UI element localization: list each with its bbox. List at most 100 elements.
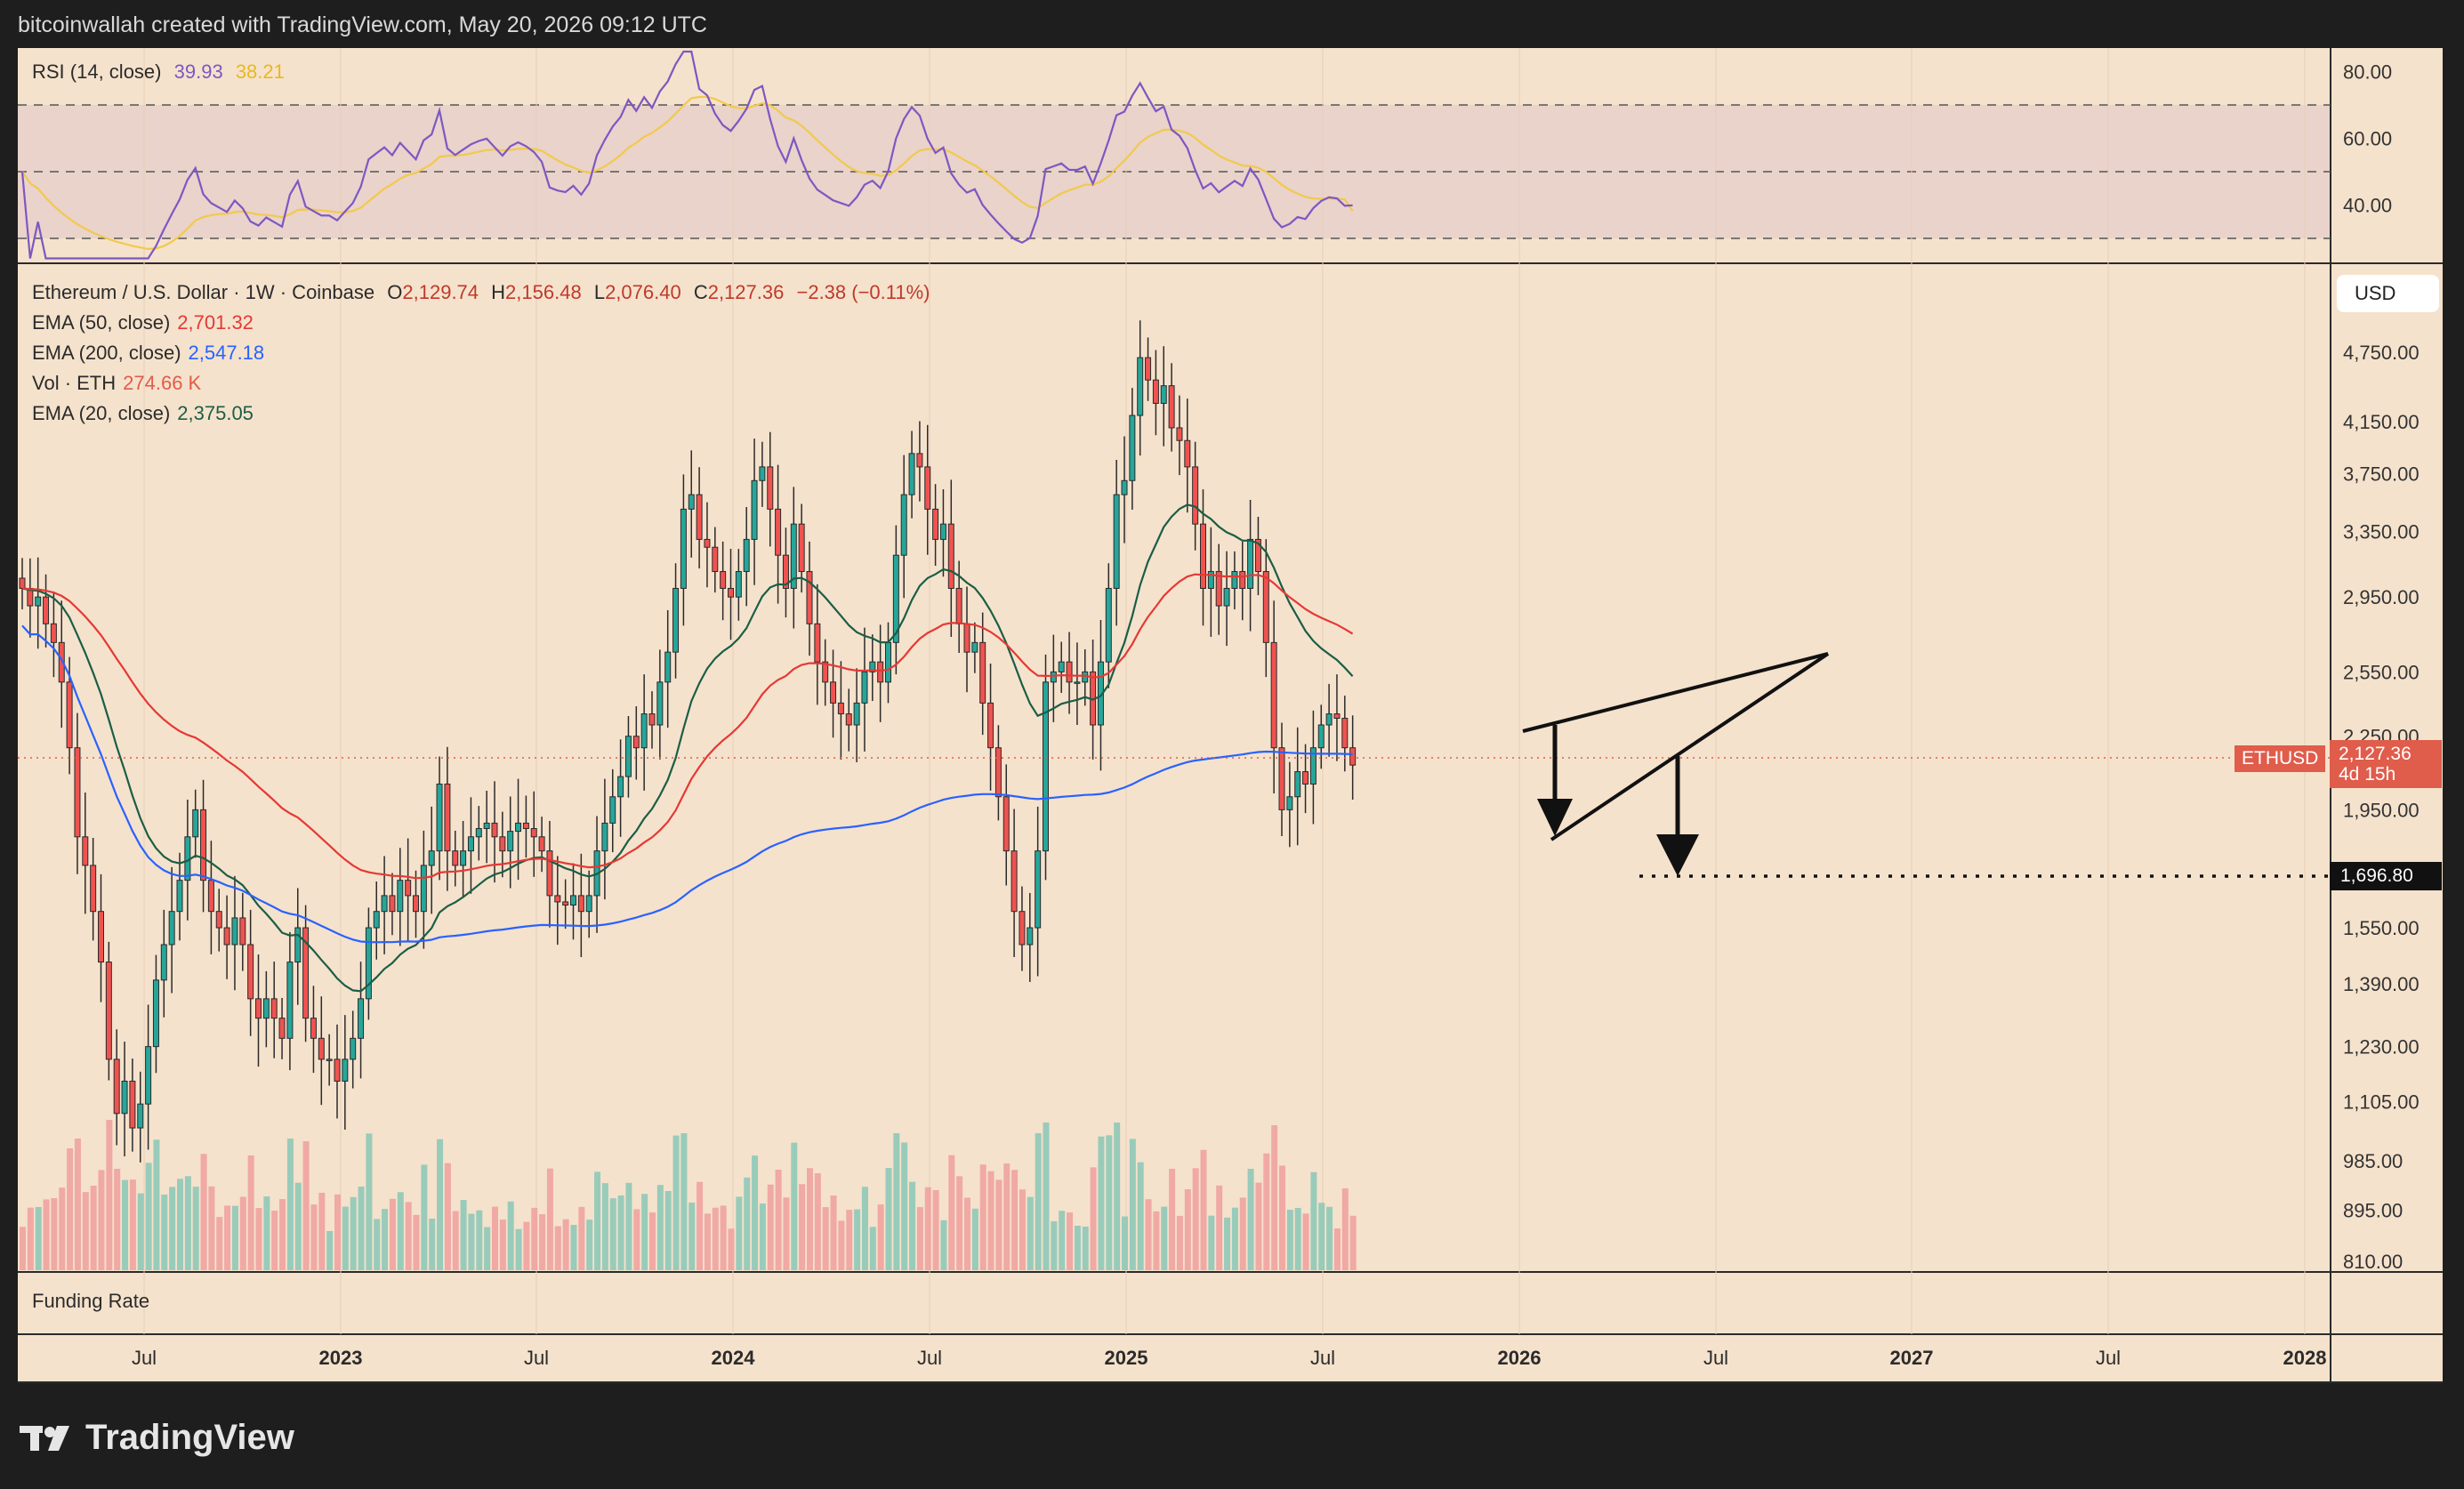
candle-body: [460, 850, 467, 866]
candle-body: [397, 880, 404, 913]
volume-bar: [1114, 1123, 1121, 1270]
volume-bar: [546, 1168, 553, 1270]
candle-body: [223, 927, 230, 946]
volume-bar: [263, 1196, 270, 1270]
volume-bar: [484, 1227, 491, 1270]
candle-body: [483, 822, 490, 830]
indicator-label: EMA (200, close): [32, 342, 181, 364]
candle-body: [207, 880, 214, 913]
currency-selector[interactable]: USD: [2337, 275, 2439, 312]
candle-body: [546, 850, 553, 897]
candle-body: [350, 1037, 357, 1060]
candle-body: [1035, 850, 1042, 929]
candle-body: [1239, 571, 1246, 589]
candle-body: [200, 809, 207, 881]
volume-bar: [177, 1179, 183, 1270]
indicator-label: Vol · ETH: [32, 372, 117, 394]
candle-body: [318, 1037, 325, 1060]
volume-bar: [712, 1207, 719, 1270]
volume-bar: [382, 1209, 389, 1270]
candle-body: [1129, 415, 1136, 481]
volume-bar: [987, 1171, 994, 1270]
candle-body: [294, 927, 302, 963]
volume-bar: [948, 1155, 955, 1270]
symbol-title: Ethereum / U.S. Dollar · 1W · Coinbase: [32, 281, 375, 303]
candle-body: [735, 571, 742, 598]
volume-bar: [43, 1199, 50, 1270]
volume-bar: [334, 1194, 341, 1270]
volume-bar: [1231, 1207, 1238, 1270]
candle-body: [908, 453, 915, 495]
candle-body: [830, 681, 837, 704]
volume-bar: [499, 1219, 506, 1270]
candle-body: [334, 1058, 341, 1082]
price-tick-label: 1,105.00: [2343, 1091, 2420, 1114]
volume-bar: [995, 1179, 1003, 1270]
candle-body: [1349, 747, 1357, 766]
volume-bar: [901, 1142, 908, 1270]
candle-body: [413, 895, 419, 913]
candle-body: [58, 641, 65, 683]
indicator-legend-ema50[interactable]: EMA (50, close) 2,701.32: [32, 311, 254, 334]
candle-body: [853, 702, 860, 726]
volume-bar: [153, 1139, 160, 1270]
price-tick-label: 4,750.00: [2343, 342, 2420, 364]
indicator-legend-ema200[interactable]: EMA (200, close) 2,547.18: [32, 342, 264, 365]
candle-body: [310, 1018, 317, 1039]
candle-body: [152, 979, 159, 1048]
volume-bar: [539, 1214, 546, 1270]
volume-bar: [20, 1227, 26, 1270]
volume-bar: [231, 1205, 238, 1270]
candle-body: [790, 523, 797, 589]
candle-body: [1066, 661, 1073, 683]
volume-bar: [1043, 1123, 1050, 1270]
volume-bar: [869, 1227, 876, 1270]
candle-body: [105, 962, 112, 1060]
candle-body: [358, 998, 365, 1039]
candle-body: [1050, 671, 1057, 683]
candle-body: [609, 796, 616, 824]
tradingview-brand[interactable]: TradingView: [20, 1418, 294, 1458]
candle-body: [624, 736, 632, 777]
volume-bar: [247, 1155, 254, 1270]
ema20-line: [21, 503, 1354, 993]
volume-bar: [224, 1205, 231, 1270]
symbol-price-tag: ETHUSD: [2235, 745, 2325, 772]
indicator-label: EMA (50, close): [32, 311, 171, 334]
indicator-legend-volume[interactable]: Vol · ETH 274.66 K: [32, 372, 201, 395]
volume-bar: [656, 1185, 664, 1270]
candle-body: [168, 911, 175, 946]
indicator-legend-ema20[interactable]: EMA (20, close) 2,375.05: [32, 402, 254, 425]
candle-body: [1152, 379, 1159, 404]
candle-body: [98, 911, 104, 963]
candle-body: [585, 895, 592, 913]
volume-bar: [924, 1187, 931, 1270]
price-tick-label: 3,350.00: [2343, 521, 2420, 543]
volume-bar: [523, 1221, 530, 1270]
volume-bar: [192, 1187, 199, 1270]
volume-bar: [1137, 1162, 1144, 1270]
candle-body: [656, 681, 664, 726]
volume-bar: [318, 1193, 326, 1270]
volume-bar: [971, 1208, 978, 1270]
candle-body: [1286, 796, 1293, 810]
candle-body: [1105, 587, 1112, 663]
candle-body: [1043, 681, 1049, 852]
candle-body: [475, 828, 482, 838]
volume-bar: [374, 1219, 381, 1270]
ohlc-close: 2,127.36: [707, 281, 785, 303]
ohlc-high: 2,156.48: [505, 281, 582, 303]
candle-body: [137, 1103, 144, 1129]
candle-body: [1113, 494, 1120, 589]
candle-body: [1223, 587, 1230, 607]
volume-bar: [672, 1135, 680, 1270]
volume-bar: [35, 1206, 42, 1270]
volume-bar: [697, 1181, 704, 1270]
candle-body: [239, 917, 246, 946]
volume-bar: [609, 1198, 616, 1270]
volume-bar: [492, 1206, 498, 1270]
candle-body: [113, 1058, 120, 1115]
candle-body: [499, 836, 506, 852]
candle-body: [35, 596, 42, 607]
